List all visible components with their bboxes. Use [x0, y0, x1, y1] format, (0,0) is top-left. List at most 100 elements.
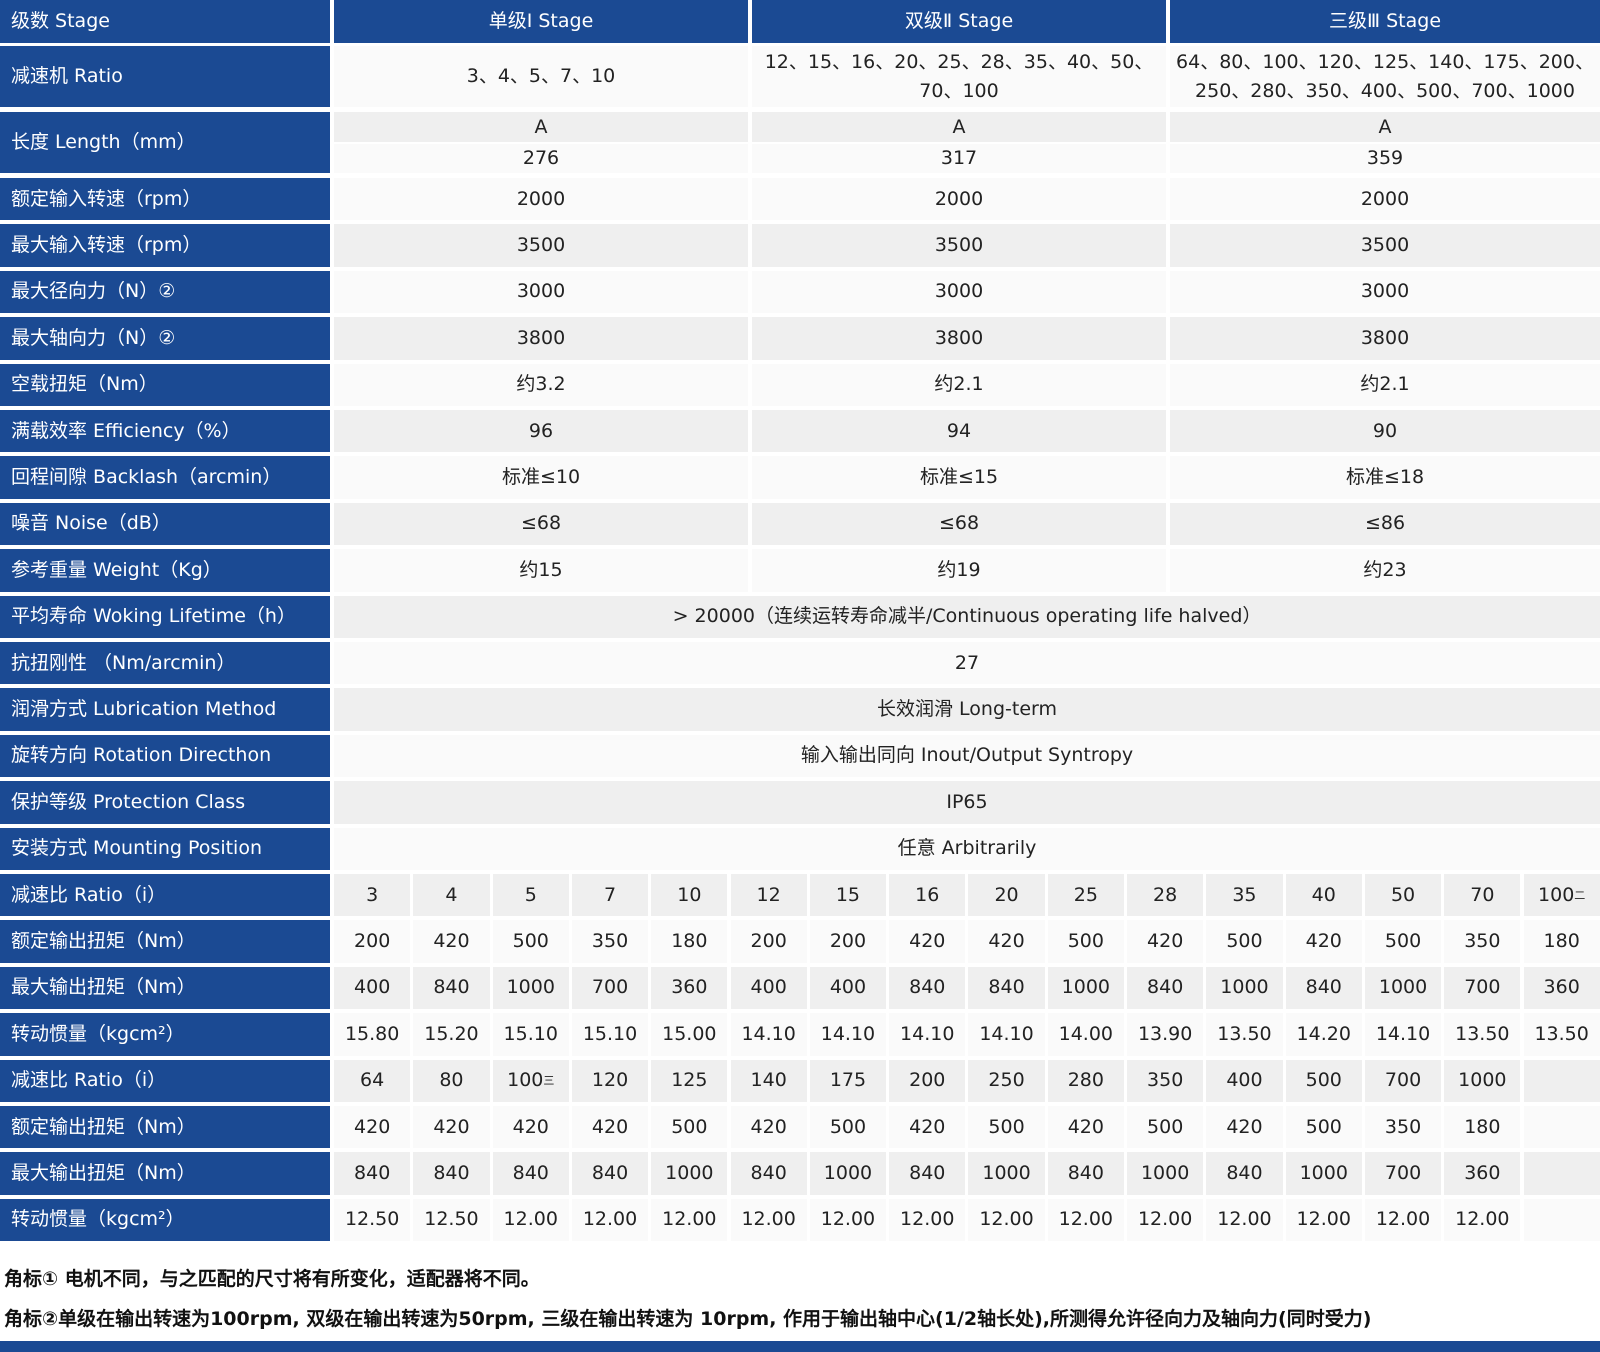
ratio-value: 840: [968, 966, 1045, 1010]
cell-mark: 二: [1574, 888, 1586, 902]
ratio-value: 840: [889, 966, 966, 1010]
ratio-value: 12.00: [1364, 1198, 1442, 1242]
ratio-value: 15.10: [571, 1013, 649, 1056]
ratio-value: 700: [571, 966, 649, 1010]
ratio-value: 12.00: [651, 1198, 728, 1242]
ratio-value: 12: [730, 874, 807, 917]
ratio-value: 840: [1206, 1152, 1283, 1195]
ratio-value: 350: [1444, 920, 1521, 963]
ratio-value: 80: [413, 1059, 490, 1102]
ratio-value: 25: [1047, 874, 1124, 917]
ratio-value: 1000: [809, 1152, 887, 1195]
ratio-value: 700: [1364, 1152, 1442, 1195]
ratio-value: 10: [651, 874, 728, 917]
ratio-value: 420: [413, 920, 490, 963]
ratio-value: 420: [1206, 1106, 1283, 1149]
spec-value: 359: [1170, 144, 1600, 173]
ratio-value: 500: [651, 1106, 728, 1149]
ratio-value: 12.00: [1444, 1198, 1521, 1242]
row-label: 额定输出扭矩（Nm）: [0, 920, 330, 963]
row-label: 减速比 Ratio（i）: [0, 1059, 330, 1102]
row-label: 回程间隙 Backlash（arcmin）: [0, 456, 330, 499]
spec-value: 94: [752, 410, 1166, 453]
spec-value: 约3.2: [334, 363, 748, 406]
ratio-value: 14.10: [968, 1013, 1045, 1056]
cell-text: 100: [1538, 883, 1575, 906]
ratio-value: 180: [1523, 920, 1600, 963]
spec-value: ≤68: [752, 502, 1166, 546]
cell-text: 100: [507, 1069, 544, 1092]
ratio-value: 12.00: [1206, 1198, 1283, 1242]
ratio-value: 15.80: [334, 1013, 411, 1056]
row-label: 安装方式 Mounting Position: [0, 827, 330, 870]
spec-value: 约15: [334, 549, 748, 592]
row-label: 空载扭矩（Nm）: [0, 363, 330, 406]
ratio-value: 13.50: [1523, 1013, 1600, 1056]
ratio-value: 420: [968, 920, 1045, 963]
header-stage: 三级Ⅲ Stage: [1170, 0, 1600, 43]
ratio-value: 20: [968, 874, 1045, 917]
row-label: 减速机 Ratio: [0, 46, 330, 107]
ratio-value: 500: [1127, 1106, 1204, 1149]
ratio-value: 12.50: [413, 1198, 490, 1242]
ratio-value: 500: [809, 1106, 887, 1149]
header-label: 级数 Stage: [0, 0, 330, 43]
ratio-value: 13.50: [1444, 1013, 1521, 1056]
ratio-value: 12.00: [968, 1198, 1045, 1242]
ratio-value: 12.00: [730, 1198, 807, 1242]
spec-value: 12、15、16、20、25、28、35、40、50、70、100: [752, 46, 1166, 107]
row-label: 额定输出扭矩（Nm）: [0, 1106, 330, 1149]
ratio-value: 350: [1364, 1106, 1442, 1149]
ratio-value: 12.50: [334, 1198, 411, 1242]
ratio-value: 15.20: [413, 1013, 490, 1056]
ratio-value: 420: [1047, 1106, 1124, 1149]
ratio-value: 840: [492, 1152, 569, 1195]
ratio-value: 14.00: [1047, 1013, 1124, 1056]
row-label: 噪音 Noise（dB）: [0, 502, 330, 546]
ratio-value: 7: [571, 874, 649, 917]
ratio-value: 1000: [1364, 966, 1442, 1010]
ratio-value: 1000: [1285, 1152, 1362, 1195]
spec-value: 3800: [752, 317, 1166, 360]
ratio-value: 420: [413, 1106, 490, 1149]
spec-value: 96: [334, 410, 748, 453]
ratio-value: 200: [334, 920, 411, 963]
footnote: 角标① 电机不同，与之匹配的尺寸将有所变化，适配器将不同。: [4, 1268, 540, 1290]
row-label: 额定输入转速（rpm）: [0, 178, 330, 221]
ratio-value: 120: [571, 1059, 649, 1102]
ratio-value: 15.10: [492, 1013, 569, 1056]
ratio-value: 360: [1444, 1152, 1521, 1195]
spec-value: ≤68: [334, 502, 748, 546]
ratio-value: 50: [1364, 874, 1442, 917]
bottom-bar: [0, 1341, 1600, 1352]
spec-value: 3800: [1170, 317, 1600, 360]
ratio-value: 280: [1047, 1059, 1124, 1102]
ratio-value: 400: [1206, 1059, 1283, 1102]
ratio-value: 140: [730, 1059, 807, 1102]
spec-value: 3、4、5、7、10: [334, 46, 748, 107]
ratio-value: 100 二: [1523, 874, 1600, 917]
ratio-value: 840: [571, 1152, 649, 1195]
row-label: 转动惯量（kgcm²）: [0, 1013, 330, 1056]
ratio-value: 13.90: [1127, 1013, 1204, 1056]
ratio-value: 350: [571, 920, 649, 963]
spec-value: 3000: [752, 270, 1166, 314]
ratio-value: 840: [889, 1152, 966, 1195]
ratio-value: 70: [1444, 874, 1521, 917]
ratio-value: [1523, 1059, 1600, 1102]
spec-value: 2000: [334, 178, 748, 221]
ratio-value: 15.00: [651, 1013, 728, 1056]
ratio-value: [1523, 1198, 1600, 1242]
spec-value: 约2.1: [1170, 363, 1600, 406]
ratio-value: 1000: [1047, 966, 1124, 1010]
ratio-value: 400: [334, 966, 411, 1010]
row-label: 旋转方向 Rotation Directhon: [0, 734, 330, 778]
spec-value: 3500: [334, 224, 748, 267]
spec-value: 317: [752, 144, 1166, 173]
spec-value: IP65: [334, 781, 1600, 824]
ratio-value: 12.00: [1285, 1198, 1362, 1242]
ratio-value: 840: [1285, 966, 1362, 1010]
row-label: 满载效率 Efficiency（%）: [0, 410, 330, 453]
ratio-value: 15: [809, 874, 887, 917]
